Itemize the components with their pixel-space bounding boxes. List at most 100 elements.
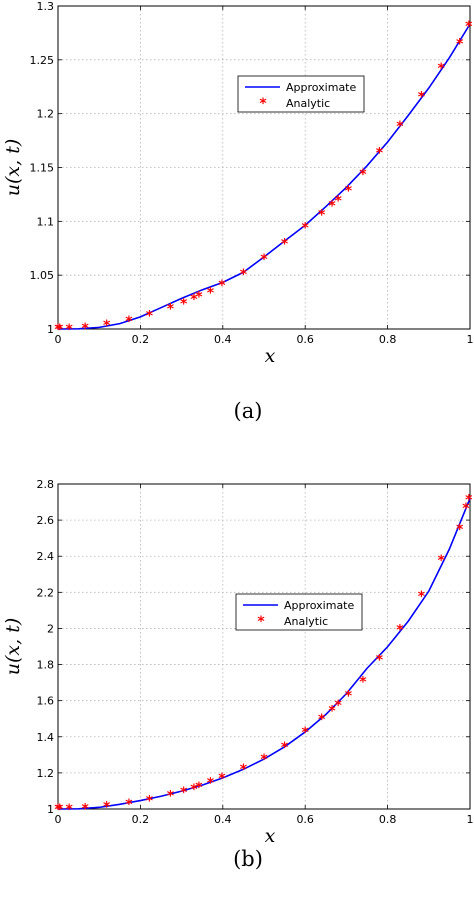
data-point-analytic: * (462, 501, 470, 517)
figure-caption: (a) (234, 399, 263, 423)
data-point-analytic: * (437, 553, 445, 569)
y-tick-label: 2.8 (37, 478, 55, 491)
data-point-analytic: * (218, 771, 226, 787)
legend: Approximate * Analytic (237, 75, 365, 113)
legend-label: Approximate (284, 599, 354, 612)
data-point-analytic: * (328, 704, 336, 720)
y-tick-label: 1.05 (30, 269, 55, 282)
legend-label: Analytic (284, 615, 328, 628)
legend-box (235, 593, 363, 631)
y-tick-label: 2.4 (37, 550, 55, 563)
y-tick-label: 1 (47, 323, 54, 336)
y-tick-label: 1.8 (37, 659, 55, 672)
data-point-analytic: * (359, 167, 367, 183)
data-point-analytic: * (318, 207, 326, 223)
data-point-analytic: * (56, 802, 64, 818)
data-point-analytic: * (65, 802, 73, 818)
data-point-analytic: * (82, 801, 90, 817)
data-point-analytic: * (328, 198, 336, 214)
data-point-analytic: * (125, 797, 133, 813)
data-point-analytic: * (418, 90, 426, 106)
data-point-analytic: * (167, 789, 175, 805)
data-point-analytic: * (456, 522, 464, 538)
legend-label: Approximate (286, 81, 356, 94)
data-point-analytic: * (167, 302, 175, 318)
axes-box (57, 5, 471, 330)
data-point-analytic: * (103, 318, 111, 334)
data-point-analytic: * (396, 119, 404, 135)
axes-box (57, 483, 471, 810)
legend-marker-swatch: * (259, 96, 267, 112)
legend-label: Analytic (286, 97, 330, 110)
data-point-analytic: * (207, 776, 215, 792)
data-point-analytic: * (54, 322, 62, 338)
y-tick-label: 1.6 (37, 695, 55, 708)
legend-box (237, 75, 365, 113)
data-point-analytic: * (82, 321, 90, 337)
data-point-analytic: * (345, 184, 353, 200)
plot-area (58, 6, 470, 329)
data-point-analytic: * (65, 322, 73, 338)
data-point-analytic: * (195, 290, 203, 306)
data-point-analytic: * (190, 292, 198, 308)
data-point-analytic: * (56, 322, 64, 338)
data-point-analytic: * (334, 698, 342, 714)
x-tick-label: 0.8 (379, 333, 397, 346)
data-point-analytic: * (146, 309, 154, 325)
y-tick-label: 1.15 (30, 162, 55, 175)
x-tick-label: 1 (467, 333, 474, 346)
x-tick-label: 0.4 (214, 813, 232, 826)
x-tick-label: 0 (55, 813, 62, 826)
data-point-analytic: * (260, 252, 268, 268)
plot-area (58, 484, 470, 809)
y-tick-label: 2 (47, 622, 54, 635)
figure-caption: (b) (233, 847, 263, 871)
chart-a: 0 0.2 0.4 0.6 0.8 111.051.11.151.21.251.3** * *… (2, 0, 474, 423)
data-point-analytic: * (465, 493, 473, 509)
y-tick-label: 2.6 (37, 514, 55, 527)
data-point-analytic: * (180, 785, 188, 801)
data-point-analytic: * (125, 314, 133, 330)
data-point-analytic: * (302, 725, 310, 741)
data-point-analytic: * (260, 752, 268, 768)
data-point-analytic: * (376, 653, 384, 669)
data-point-analytic: * (334, 194, 342, 210)
data-point-analytic: * (318, 712, 326, 728)
data-point-analytic: * (281, 236, 289, 252)
data-point-analytic: * (345, 688, 353, 704)
data-point-analytic: * (146, 794, 154, 810)
data-point-analytic: * (396, 623, 404, 639)
legend: Approximate * Analytic (235, 593, 363, 631)
data-point-analytic: * (437, 61, 445, 77)
data-point-analytic: * (54, 802, 62, 818)
data-point-analytic: * (180, 296, 188, 312)
y-tick-label: 1.4 (37, 731, 55, 744)
series-line-approximate (57, 498, 471, 810)
legend-marker-swatch: * (257, 614, 265, 630)
data-point-analytic: * (195, 780, 203, 796)
y-tick-label: 1.1 (37, 215, 55, 228)
data-point-analytic: * (456, 36, 464, 52)
y-tick-label: 1.3 (37, 0, 55, 13)
y-tick-label: 1.25 (30, 54, 55, 67)
x-tick-label: 0.8 (379, 813, 397, 826)
data-point-analytic: * (359, 674, 367, 690)
series-line-approximate (57, 23, 471, 330)
y-tick-label: 1 (47, 803, 54, 816)
x-tick-label: 0 (55, 333, 62, 346)
data-point-analytic: * (302, 221, 310, 237)
data-point-analytic: * (207, 285, 215, 301)
y-tick-label: 1.2 (37, 108, 55, 121)
x-tick-label: 0.4 (214, 333, 232, 346)
x-tick-label: 1 (467, 813, 474, 826)
data-point-analytic: * (418, 589, 426, 605)
y-tick-label: 2.2 (37, 586, 55, 599)
x-tick-label: 0.6 (296, 813, 314, 826)
x-tick-label: 0.2 (132, 333, 150, 346)
data-point-analytic: * (376, 146, 384, 162)
data-point-analytic: * (465, 19, 473, 35)
x-tick-label: 0.2 (132, 813, 150, 826)
x-axis-label: x (265, 825, 276, 847)
data-point-analytic: * (240, 762, 248, 778)
